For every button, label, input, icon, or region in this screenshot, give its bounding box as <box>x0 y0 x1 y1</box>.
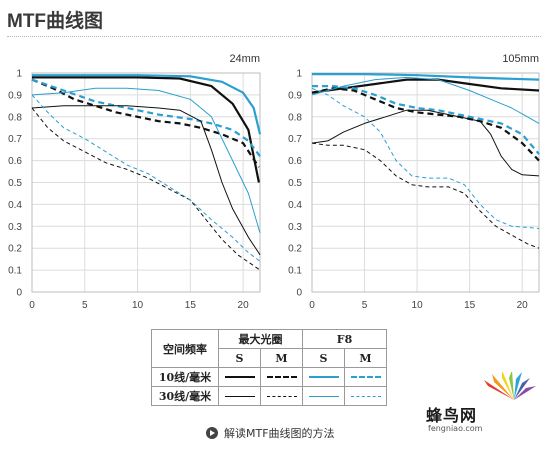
legend-swatch-line <box>308 395 339 397</box>
x-tick-label: 15 <box>464 300 476 311</box>
y-tick-label: 0.6 <box>288 156 302 167</box>
y-tick-label: 0 <box>296 288 302 299</box>
y-tick-label: 0.9 <box>8 90 22 101</box>
legend-swatch-10-f8-s <box>302 367 345 387</box>
y-tick-label: 0.2 <box>288 244 302 255</box>
legend-swatch-10-f8-m <box>344 367 387 387</box>
legend-row-30lines: 30线/毫米 <box>151 386 219 406</box>
chart-title: 105mm <box>502 53 539 65</box>
legend-col-m: M <box>344 348 387 368</box>
title-divider <box>7 36 541 37</box>
y-tick-label: 1 <box>16 69 22 80</box>
series-line-0-6 <box>31 87 261 234</box>
y-tick-label: 0 <box>16 288 22 299</box>
y-tick-label: 0.4 <box>288 200 302 211</box>
legend-swatch-line <box>224 376 255 378</box>
series-line-1-5 <box>311 142 540 249</box>
series-line-0-4 <box>31 105 261 256</box>
y-tick-label: 0.6 <box>8 156 22 167</box>
series-line-0-7 <box>31 94 261 262</box>
series-line-1-1 <box>311 87 540 162</box>
y-tick-label: 0.2 <box>8 244 22 255</box>
legend-swatch-line <box>350 395 381 397</box>
y-tick-label: 0.5 <box>8 178 22 189</box>
series-line-0-0 <box>32 76 260 183</box>
y-tick-label: 0.3 <box>8 222 22 233</box>
y-tick-label: 0.4 <box>8 200 22 211</box>
y-tick-label: 0.9 <box>288 90 302 101</box>
fengniao-logo <box>484 372 536 400</box>
page-title: MTF曲线图 <box>7 11 104 32</box>
legend-table: 空间频率 最大光圈 F8 S M S M 10线/毫米 30线/毫米 <box>151 329 387 406</box>
legend-swatch-30-max-s <box>218 386 261 406</box>
chart-title: 24mm <box>229 53 260 65</box>
legend-row-10lines: 10线/毫米 <box>151 367 219 387</box>
legend-col-m: M <box>260 348 303 368</box>
legend-col-s: S <box>218 348 261 368</box>
y-tick-label: 0.8 <box>288 112 302 123</box>
legend-header-f8: F8 <box>302 329 387 349</box>
legend-swatch-line <box>224 395 255 397</box>
watermark-brand: 蜂鸟网 <box>426 406 478 425</box>
series-line-0-1 <box>31 78 260 168</box>
y-tick-label: 0.1 <box>8 266 22 277</box>
y-tick-label: 0.7 <box>288 134 302 145</box>
x-tick-label: 10 <box>412 300 424 311</box>
legend-swatch-line <box>350 376 381 378</box>
legend-header-max-aperture: 最大光圈 <box>218 329 303 349</box>
x-tick-label: 15 <box>185 300 197 311</box>
x-tick-label: 5 <box>82 300 88 311</box>
series-line-0-2 <box>32 74 262 135</box>
legend-swatch-10-max-s <box>218 367 261 387</box>
series-line-0-5 <box>31 107 261 271</box>
y-tick-label: 0.3 <box>288 222 302 233</box>
series-line-1-6 <box>311 76 540 124</box>
mtf-guide-link[interactable]: 解读MTF曲线图的方法 <box>206 425 335 441</box>
y-tick-label: 0.5 <box>288 178 302 189</box>
legend-swatch-30-max-m <box>260 386 303 406</box>
legend-swatch-line <box>308 376 339 378</box>
legend-swatch-10-max-m <box>260 367 303 387</box>
series-line-0-3 <box>31 78 261 157</box>
legend-header-spatial-frequency: 空间频率 <box>151 329 219 368</box>
series-line-1-4 <box>311 109 540 177</box>
x-tick-label: 5 <box>362 300 368 311</box>
watermark-url: fengniao.com <box>428 424 483 433</box>
x-tick-label: 20 <box>517 300 529 311</box>
series-line-1-7 <box>311 87 540 229</box>
series-line-1-3 <box>312 85 540 155</box>
legend-col-s: S <box>302 348 345 368</box>
y-tick-label: 0.8 <box>8 112 22 123</box>
y-tick-label: 1 <box>296 69 302 80</box>
mtf-guide-link-text[interactable]: 解读MTF曲线图的方法 <box>224 427 335 440</box>
plot-frame <box>311 72 540 293</box>
play-icon <box>206 427 218 439</box>
legend-swatch-30-f8-s <box>302 386 345 406</box>
x-tick-label: 0 <box>29 300 35 311</box>
x-tick-label: 10 <box>132 300 144 311</box>
x-tick-label: 0 <box>309 300 315 311</box>
x-tick-label: 20 <box>238 300 250 311</box>
series-line-1-0 <box>311 78 540 94</box>
legend-swatch-line <box>266 395 297 397</box>
series-line-1-2 <box>312 73 540 81</box>
legend-swatch-line <box>266 376 297 378</box>
legend-swatch-30-f8-m <box>344 386 387 406</box>
y-tick-label: 0.7 <box>8 134 22 145</box>
y-tick-label: 0.1 <box>288 266 302 277</box>
plot-frame <box>31 72 261 293</box>
